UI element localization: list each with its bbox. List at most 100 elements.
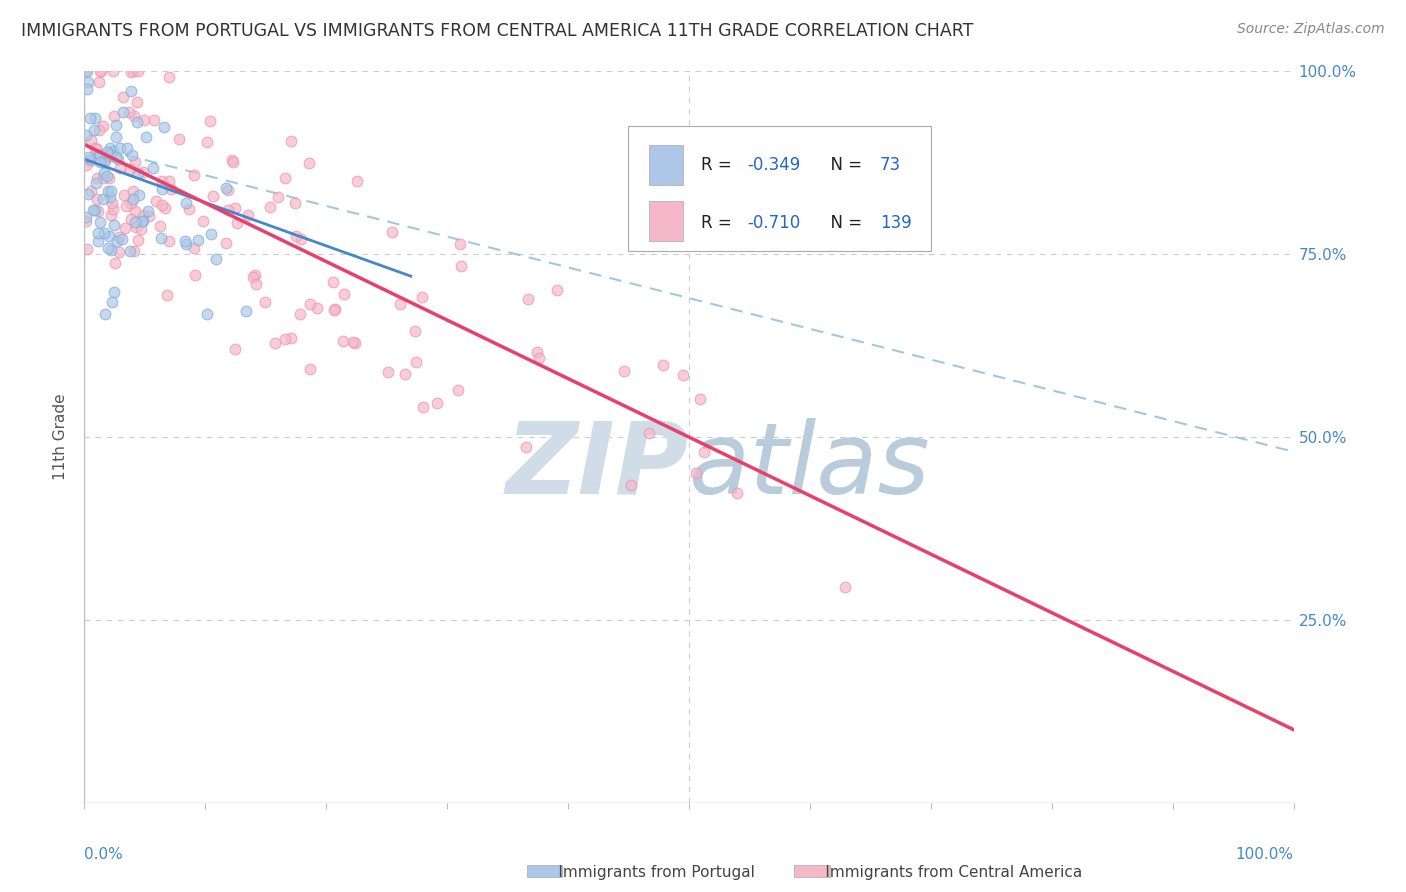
Point [79, 154, 101, 169]
Point [638, 425, 661, 440]
Point [299, 297, 322, 311]
Point [83, 111, 105, 125]
Point [157, 174, 180, 188]
Point [173, 235, 195, 249]
Text: Immigrants from Portugal: Immigrants from Portugal [534, 865, 755, 880]
Point [90, 64, 112, 78]
Text: 100.0%: 100.0% [1236, 847, 1294, 862]
Point [96, 169, 118, 183]
Point [156, 287, 179, 301]
Point [98, 189, 121, 203]
Point [546, 283, 568, 297]
Point [118, 104, 141, 119]
Point [77, 150, 100, 164]
Point [245, 277, 267, 291]
Point [124, 155, 146, 169]
Point [93, 154, 115, 169]
Point [135, 130, 157, 145]
Point [342, 334, 364, 349]
Point [120, 84, 142, 98]
Point [107, 153, 129, 167]
Text: ZIP: ZIP [506, 417, 689, 515]
Point [91, 192, 114, 206]
Point [91, 170, 114, 185]
Text: 73: 73 [880, 156, 901, 174]
Point [79, 152, 101, 166]
Point [86, 234, 108, 248]
Point [238, 208, 260, 222]
Point [91, 119, 114, 133]
Point [97, 148, 120, 162]
Point [89, 154, 111, 169]
Point [411, 290, 433, 304]
FancyBboxPatch shape [527, 865, 562, 877]
Point [76, 64, 98, 78]
Point [332, 286, 354, 301]
Point [87, 227, 110, 241]
Point [131, 214, 153, 228]
Point [274, 171, 297, 186]
Point [100, 185, 122, 199]
Point [183, 241, 205, 255]
Text: IMMIGRANTS FROM PORTUGAL VS IMMIGRANTS FROM CENTRAL AMERICA 11TH GRADE CORRELATI: IMMIGRANTS FROM PORTUGAL VS IMMIGRANTS F… [21, 22, 973, 40]
Point [217, 202, 239, 217]
Point [111, 89, 134, 103]
Point [101, 196, 124, 211]
Point [110, 141, 132, 155]
Point [83, 123, 105, 137]
Point [103, 285, 125, 299]
Point [215, 235, 238, 250]
Point [101, 145, 124, 159]
Point [75, 214, 97, 228]
Point [224, 342, 246, 356]
Point [149, 219, 172, 234]
Point [75, 158, 97, 172]
Point [191, 214, 214, 228]
Point [145, 194, 167, 208]
Point [79, 112, 101, 126]
Point [75, 128, 97, 142]
Point [120, 212, 142, 227]
Point [274, 332, 297, 346]
Point [86, 192, 108, 206]
Point [120, 196, 142, 211]
Point [381, 225, 404, 239]
Point [332, 334, 354, 349]
Point [104, 150, 127, 164]
Point [285, 229, 308, 244]
Point [243, 268, 266, 282]
Point [98, 147, 121, 161]
Point [298, 156, 321, 170]
Text: Immigrants from Central America: Immigrants from Central America [801, 865, 1083, 880]
Point [218, 183, 240, 197]
Point [620, 478, 643, 492]
Point [76, 82, 98, 96]
Point [76, 187, 98, 202]
Point [104, 130, 127, 145]
Point [103, 256, 125, 270]
Point [75, 64, 97, 78]
Point [127, 166, 149, 180]
Point [526, 345, 548, 359]
Point [112, 104, 135, 119]
Point [122, 244, 145, 259]
Point [290, 232, 312, 246]
Point [177, 202, 200, 217]
Point [132, 112, 155, 127]
Point [267, 190, 290, 204]
Point [124, 215, 146, 229]
Point [105, 235, 128, 249]
Point [405, 355, 427, 369]
Point [322, 275, 344, 289]
Point [94, 153, 117, 167]
Point [98, 141, 121, 155]
Point [84, 141, 107, 155]
Point [86, 142, 108, 156]
Point [187, 234, 209, 248]
Point [693, 445, 716, 459]
Point [132, 165, 155, 179]
Text: R =: R = [702, 214, 737, 233]
Point [86, 171, 108, 186]
Point [834, 580, 856, 594]
Point [75, 211, 97, 225]
